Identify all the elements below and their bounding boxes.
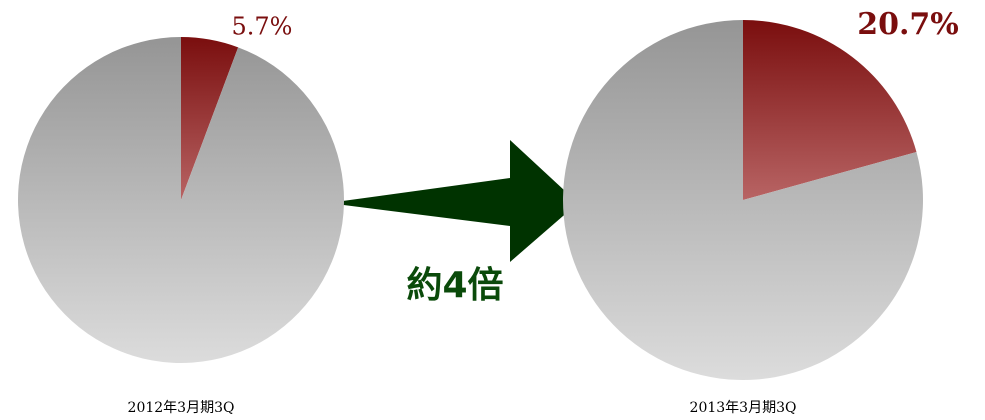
pie-slice xyxy=(17,36,344,363)
annotation: 約4倍 xyxy=(406,265,503,306)
value-label: 20.7% xyxy=(857,7,959,42)
pie-title: 2012年3月期3Q xyxy=(128,400,235,416)
pie-slice xyxy=(563,20,924,381)
pie-slice xyxy=(181,37,239,200)
arrow xyxy=(328,140,578,262)
value-label: 5.7% xyxy=(232,13,293,41)
pie-title: 2013年3月期3Q xyxy=(690,400,797,416)
pie-slice xyxy=(743,20,917,200)
